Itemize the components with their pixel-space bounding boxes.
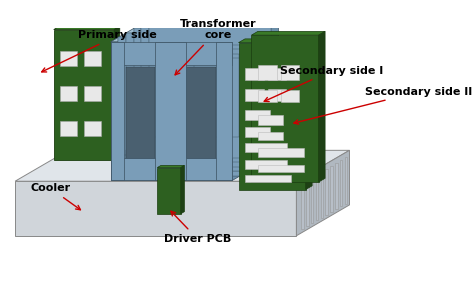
- Polygon shape: [84, 121, 101, 136]
- Text: Primary side: Primary side: [42, 30, 157, 72]
- Polygon shape: [251, 35, 319, 182]
- Polygon shape: [245, 89, 264, 101]
- Polygon shape: [163, 37, 194, 176]
- Polygon shape: [251, 31, 325, 35]
- Polygon shape: [186, 67, 216, 159]
- Polygon shape: [84, 86, 101, 101]
- Polygon shape: [171, 33, 201, 172]
- Polygon shape: [141, 24, 263, 49]
- Polygon shape: [54, 30, 114, 160]
- Polygon shape: [320, 171, 323, 218]
- Polygon shape: [141, 24, 156, 162]
- Polygon shape: [149, 137, 271, 158]
- Polygon shape: [141, 141, 263, 162]
- Text: Secondary side I: Secondary side I: [264, 66, 383, 102]
- Polygon shape: [134, 28, 149, 167]
- Polygon shape: [345, 157, 347, 204]
- Polygon shape: [311, 177, 313, 223]
- Polygon shape: [110, 42, 124, 180]
- Text: Cooler: Cooler: [30, 183, 81, 210]
- Polygon shape: [193, 20, 225, 158]
- Polygon shape: [245, 160, 287, 169]
- Polygon shape: [134, 28, 255, 54]
- Polygon shape: [258, 64, 277, 80]
- Polygon shape: [110, 15, 279, 42]
- Polygon shape: [258, 149, 304, 157]
- Polygon shape: [254, 20, 271, 158]
- Polygon shape: [258, 165, 304, 172]
- Polygon shape: [126, 33, 141, 172]
- Polygon shape: [15, 150, 349, 181]
- Polygon shape: [306, 180, 309, 226]
- Polygon shape: [118, 37, 133, 176]
- Polygon shape: [126, 151, 248, 172]
- Polygon shape: [325, 169, 328, 215]
- Polygon shape: [258, 115, 283, 125]
- Polygon shape: [223, 37, 240, 176]
- Polygon shape: [110, 158, 232, 180]
- Text: Driver PCB: Driver PCB: [164, 211, 231, 244]
- Polygon shape: [134, 146, 255, 167]
- Polygon shape: [216, 42, 232, 180]
- Polygon shape: [61, 51, 77, 66]
- Polygon shape: [340, 160, 342, 206]
- Polygon shape: [319, 31, 325, 182]
- Polygon shape: [15, 181, 296, 236]
- Polygon shape: [149, 20, 271, 45]
- Polygon shape: [281, 90, 299, 102]
- Polygon shape: [258, 90, 277, 102]
- Polygon shape: [281, 64, 299, 80]
- Polygon shape: [54, 26, 120, 30]
- Polygon shape: [114, 26, 120, 160]
- Polygon shape: [245, 175, 292, 182]
- Polygon shape: [149, 20, 164, 158]
- Text: Secondary side II: Secondary side II: [294, 87, 473, 124]
- Polygon shape: [238, 28, 255, 167]
- Polygon shape: [126, 67, 155, 159]
- Polygon shape: [61, 86, 77, 101]
- Polygon shape: [110, 42, 232, 65]
- Polygon shape: [110, 42, 232, 180]
- Polygon shape: [155, 42, 186, 180]
- Polygon shape: [335, 163, 337, 209]
- Polygon shape: [268, 68, 286, 80]
- Polygon shape: [178, 28, 209, 167]
- Polygon shape: [238, 43, 306, 190]
- Polygon shape: [306, 39, 312, 190]
- Polygon shape: [126, 33, 248, 58]
- Polygon shape: [232, 15, 279, 180]
- Polygon shape: [245, 110, 271, 120]
- Polygon shape: [245, 127, 271, 137]
- Polygon shape: [118, 37, 240, 62]
- Polygon shape: [330, 166, 333, 212]
- Text: Transformer
core: Transformer core: [175, 19, 256, 75]
- Polygon shape: [231, 33, 248, 172]
- Polygon shape: [157, 166, 184, 168]
- Polygon shape: [61, 121, 77, 136]
- Polygon shape: [268, 89, 286, 101]
- Polygon shape: [296, 150, 349, 236]
- Polygon shape: [157, 168, 181, 214]
- Polygon shape: [245, 143, 287, 152]
- Polygon shape: [245, 68, 264, 80]
- Polygon shape: [181, 166, 184, 214]
- Polygon shape: [118, 155, 240, 176]
- Polygon shape: [316, 174, 318, 220]
- Polygon shape: [84, 51, 101, 66]
- Polygon shape: [246, 24, 263, 162]
- Polygon shape: [301, 183, 304, 229]
- Polygon shape: [258, 132, 283, 140]
- Polygon shape: [238, 39, 312, 43]
- Polygon shape: [186, 24, 217, 162]
